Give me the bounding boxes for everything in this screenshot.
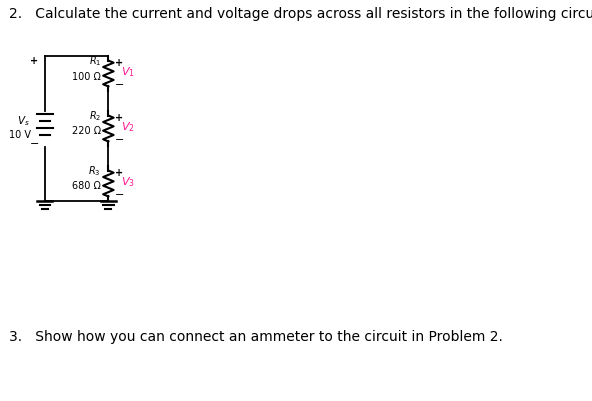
Text: $R_1$: $R_1$ <box>89 54 101 68</box>
Text: $V_3$: $V_3$ <box>121 175 135 189</box>
Text: 680 Ω: 680 Ω <box>72 181 101 191</box>
Text: −: − <box>115 80 124 90</box>
Text: 3.   Show how you can connect an ammeter to the circuit in Problem 2.: 3. Show how you can connect an ammeter t… <box>9 329 503 343</box>
Text: +: + <box>30 56 38 66</box>
Text: $R_3$: $R_3$ <box>88 164 101 177</box>
Text: −: − <box>115 190 124 200</box>
Text: 2.   Calculate the current and voltage drops across all resistors in the followi: 2. Calculate the current and voltage dro… <box>9 7 592 21</box>
Text: 220 Ω: 220 Ω <box>72 126 101 136</box>
Text: −: − <box>30 138 39 148</box>
Text: $V_s$: $V_s$ <box>17 114 30 128</box>
Text: $V_1$: $V_1$ <box>121 65 135 79</box>
Text: +: + <box>115 113 123 123</box>
Text: 100 Ω: 100 Ω <box>72 71 101 81</box>
Text: $V_2$: $V_2$ <box>121 120 135 134</box>
Text: 10 V: 10 V <box>9 129 31 139</box>
Text: +: + <box>115 58 123 68</box>
Text: $R_2$: $R_2$ <box>89 109 101 122</box>
Text: +: + <box>115 168 123 178</box>
Text: −: − <box>115 135 124 145</box>
